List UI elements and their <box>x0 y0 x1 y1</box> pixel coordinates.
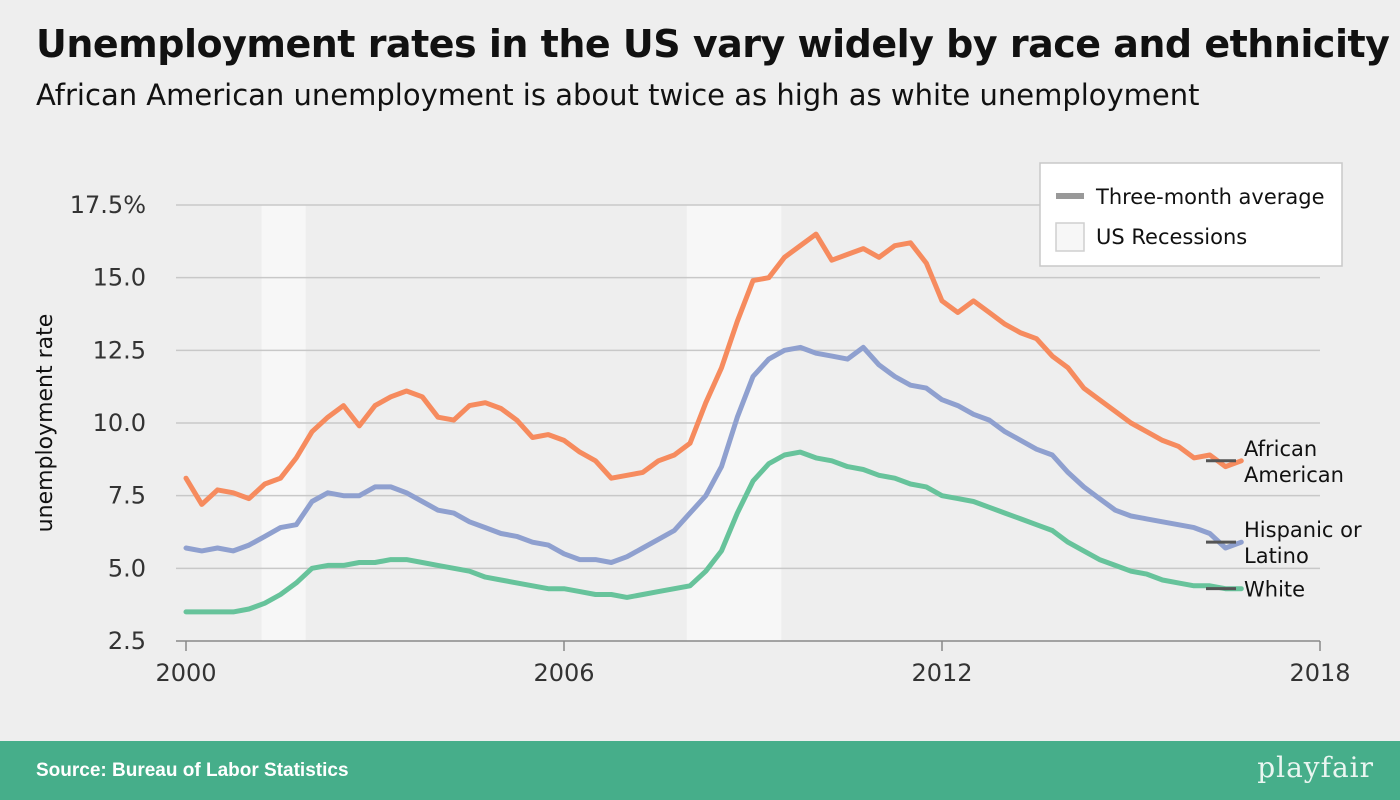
y-tick-label: 17.5% <box>70 191 146 219</box>
y-tick-label: 12.5 <box>93 336 146 364</box>
legend-label: US Recessions <box>1096 225 1247 249</box>
chart-subtitle: African American unemployment is about t… <box>36 78 1200 112</box>
y-tick-label: 5.0 <box>108 554 146 582</box>
x-tick-label: 2000 <box>155 659 216 687</box>
chart-title: Unemployment rates in the US vary widely… <box>36 22 1390 66</box>
series-line <box>183 344 1244 565</box>
series-label: Hispanic or <box>1244 518 1362 542</box>
legend-label: Three-month average <box>1095 185 1325 209</box>
footer-bar: Source: Bureau of Labor Statistics playf… <box>0 741 1400 800</box>
line-chart: 2.5 5.0 7.5 10.0 12.5 15.0 17.5% 2000 2006 2012 20… <box>33 162 1362 687</box>
y-tick-label: 10.0 <box>93 409 146 437</box>
y-axis-label: unemployment rate <box>33 314 58 533</box>
legend-box <box>1039 162 1343 267</box>
series-label: American <box>1244 463 1344 487</box>
brand-logo: playfair <box>1257 751 1374 784</box>
series-line <box>183 449 1244 615</box>
x-tick-label: 2018 <box>1289 659 1350 687</box>
x-tick-label: 2012 <box>911 659 972 687</box>
y-tick-label: 2.5 <box>108 627 146 655</box>
legend-box-swatch <box>1055 222 1085 252</box>
x-tick-label: 2006 <box>533 659 594 687</box>
source-note: Source: Bureau of Labor Statistics <box>36 760 349 781</box>
y-tick-label: 7.5 <box>108 482 146 510</box>
series-line <box>183 231 1244 507</box>
series-label: White <box>1244 578 1305 602</box>
series-label: African <box>1244 437 1317 461</box>
series-label: Latino <box>1244 544 1309 568</box>
y-tick-label: 15.0 <box>93 264 146 292</box>
